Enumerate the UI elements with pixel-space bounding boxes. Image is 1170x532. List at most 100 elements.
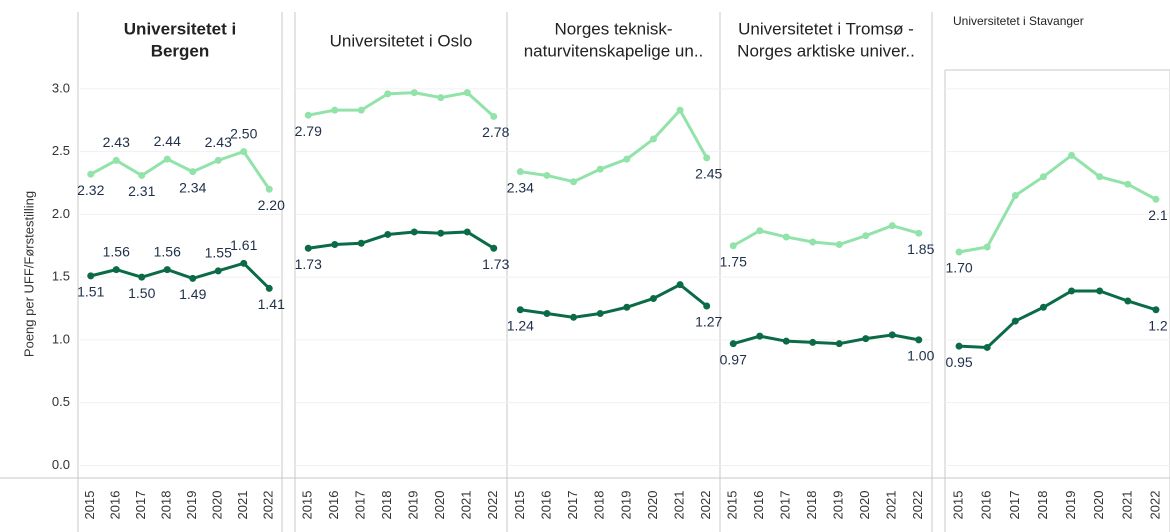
x-tick-label: 2022	[485, 491, 500, 520]
series-line	[90, 149, 271, 191]
data-point	[357, 106, 365, 114]
x-tick-label: 2016	[326, 491, 341, 520]
data-point	[596, 310, 604, 318]
data-point	[384, 90, 392, 98]
x-tick-label: 2017	[133, 491, 148, 520]
data-label: 1.61	[230, 237, 257, 253]
data-label: 0.97	[720, 351, 747, 367]
x-tick-label: 2020	[210, 491, 225, 520]
x-tick-label: 2020	[1091, 491, 1106, 520]
data-label: 2.79	[295, 123, 322, 139]
x-tick-label: 2021	[1119, 491, 1134, 520]
data-point	[87, 170, 95, 178]
data-point	[189, 168, 197, 176]
data-point	[214, 267, 222, 275]
data-label: 1.56	[154, 243, 181, 259]
data-label: 2.43	[103, 134, 130, 150]
panel-title: Norges teknisk-	[554, 19, 672, 38]
series-line	[732, 224, 920, 248]
data-label: 2.32	[77, 182, 104, 198]
data-point	[623, 303, 631, 311]
x-tick-label: 2022	[1147, 491, 1162, 520]
x-tick-label: 2015	[951, 491, 966, 520]
data-point	[703, 302, 711, 310]
data-point	[163, 266, 171, 274]
data-label: 2.44	[154, 133, 181, 149]
data-point	[1011, 192, 1019, 200]
data-point	[835, 340, 843, 348]
data-label: 1.49	[179, 286, 206, 302]
data-point	[756, 227, 764, 235]
data-point	[1068, 151, 1076, 159]
data-point	[983, 243, 991, 251]
data-point	[490, 244, 498, 252]
data-point	[888, 331, 896, 339]
data-point	[1096, 173, 1104, 181]
data-point	[862, 335, 870, 343]
data-point	[240, 259, 248, 267]
x-tick-label: 2015	[300, 491, 315, 520]
data-label: 2.20	[258, 197, 285, 213]
data-point	[240, 148, 248, 156]
data-point	[1011, 317, 1019, 325]
data-point	[463, 89, 471, 97]
data-point	[384, 230, 392, 238]
data-point	[983, 343, 991, 351]
x-tick-label: 2018	[592, 491, 607, 520]
x-tick-label: 2018	[804, 491, 819, 520]
data-label: 1.56	[103, 243, 130, 259]
data-point	[304, 111, 312, 119]
data-point	[265, 185, 273, 193]
x-tick-label: 2019	[406, 491, 421, 520]
series-line	[90, 261, 271, 290]
data-point	[437, 229, 445, 237]
data-point	[729, 242, 737, 250]
x-tick-label: 2017	[353, 491, 368, 520]
data-point	[676, 281, 684, 289]
data-point	[490, 112, 498, 120]
y-tick-label: 0.5	[52, 394, 70, 409]
x-tick-label: 2020	[432, 491, 447, 520]
x-tick-label: 2021	[459, 491, 474, 520]
series-line	[520, 282, 708, 319]
data-point	[138, 171, 146, 179]
data-point	[649, 135, 657, 143]
data-point	[331, 240, 339, 248]
y-tick-label: 1.0	[52, 331, 70, 346]
y-tick-label: 1.5	[52, 269, 70, 284]
data-point	[1152, 306, 1160, 314]
panel-title: Norges arktiske univer..	[737, 41, 915, 60]
data-label: 1.00	[907, 348, 934, 364]
data-label: 1.73	[295, 256, 322, 272]
data-point	[809, 238, 817, 246]
data-label: 2.45	[695, 166, 722, 182]
panel-title: Bergen	[151, 41, 210, 60]
x-tick-label: 2015	[725, 491, 740, 520]
x-tick-label: 2021	[884, 491, 899, 520]
y-tick-label: 2.5	[52, 143, 70, 158]
x-tick-label: 2019	[184, 491, 199, 520]
data-point	[463, 228, 471, 236]
data-label: 1.73	[482, 256, 509, 272]
data-point	[676, 106, 684, 114]
x-tick-label: 2020	[645, 491, 660, 520]
x-tick-label: 2021	[235, 491, 250, 520]
data-point	[112, 156, 120, 164]
data-label: 2.34	[179, 179, 206, 195]
data-label: 2.31	[128, 183, 155, 199]
data-point	[357, 239, 365, 247]
data-point	[304, 244, 312, 252]
panel-title: Universitetet i	[124, 19, 236, 38]
data-point	[703, 154, 711, 162]
series-line	[307, 90, 495, 118]
data-label: 1.24	[507, 317, 534, 333]
data-label: 1.27	[695, 314, 722, 330]
data-point	[596, 165, 604, 173]
data-label: 1.51	[77, 284, 104, 300]
data-label: 2.34	[507, 179, 534, 195]
x-tick-label: 2016	[108, 491, 123, 520]
data-point	[1039, 303, 1047, 311]
x-tick-label: 2017	[565, 491, 580, 520]
data-point	[729, 340, 737, 348]
